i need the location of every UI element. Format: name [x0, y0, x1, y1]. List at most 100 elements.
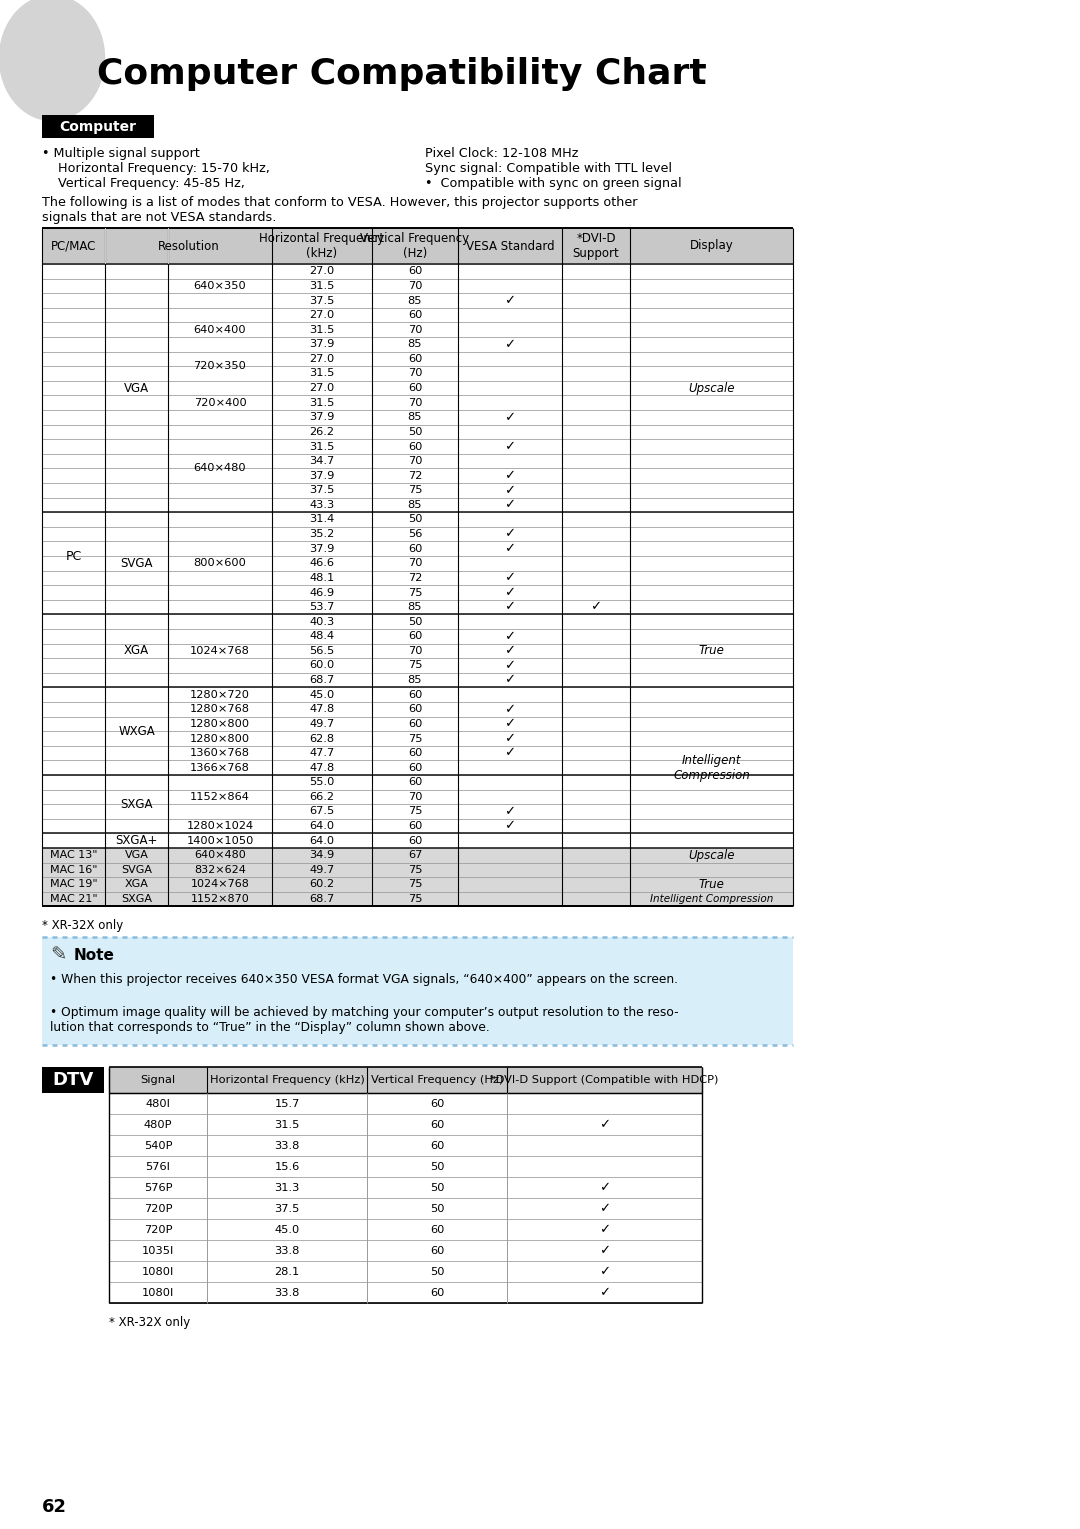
Text: 85: 85 — [408, 339, 422, 349]
Text: 46.6: 46.6 — [310, 558, 335, 569]
Text: 85: 85 — [408, 676, 422, 685]
Text: 75: 75 — [408, 879, 422, 890]
Text: 27.0: 27.0 — [309, 310, 335, 320]
Text: • Optimum image quality will be achieved by matching your computer’s output reso: • Optimum image quality will be achieved… — [50, 1006, 678, 1035]
Text: 1024×768: 1024×768 — [190, 879, 249, 890]
Text: 60: 60 — [408, 266, 422, 277]
Text: 75: 75 — [408, 865, 422, 875]
Text: 75: 75 — [408, 894, 422, 904]
Text: 1280×768: 1280×768 — [190, 705, 249, 714]
Text: 70: 70 — [408, 456, 422, 466]
Text: 1400×1050: 1400×1050 — [187, 836, 254, 846]
Text: 720P: 720P — [144, 1203, 172, 1214]
Text: 60: 60 — [408, 442, 422, 451]
Text: 49.7: 49.7 — [309, 719, 335, 729]
Text: 1152×870: 1152×870 — [191, 894, 249, 904]
Text: ✓: ✓ — [599, 1286, 610, 1300]
Text: 47.7: 47.7 — [309, 748, 335, 758]
FancyBboxPatch shape — [42, 862, 793, 878]
Text: 15.6: 15.6 — [274, 1162, 299, 1171]
Text: ✓: ✓ — [504, 703, 515, 716]
Text: 85: 85 — [408, 602, 422, 612]
Text: ✓: ✓ — [504, 820, 515, 833]
Text: 26.2: 26.2 — [310, 427, 335, 437]
Text: 67: 67 — [408, 850, 422, 861]
FancyBboxPatch shape — [109, 1067, 702, 1093]
Text: ✓: ✓ — [599, 1245, 610, 1257]
Text: 37.9: 37.9 — [309, 413, 335, 422]
Text: 75: 75 — [408, 734, 422, 743]
Text: 31.3: 31.3 — [274, 1183, 299, 1193]
Text: SVGA: SVGA — [121, 865, 152, 875]
Text: Intelligent Compression: Intelligent Compression — [650, 894, 773, 904]
Text: ✓: ✓ — [504, 498, 515, 511]
Text: 33.8: 33.8 — [274, 1246, 299, 1255]
Text: ✓: ✓ — [504, 630, 515, 642]
Text: ✓: ✓ — [504, 294, 515, 307]
Text: 70: 70 — [408, 792, 422, 801]
Text: Pixel Clock: 12-108 MHz: Pixel Clock: 12-108 MHz — [426, 147, 579, 161]
Text: 75: 75 — [408, 587, 422, 598]
Text: 31.5: 31.5 — [309, 324, 335, 335]
FancyBboxPatch shape — [42, 1067, 104, 1093]
Text: 60: 60 — [408, 690, 422, 700]
Text: 50: 50 — [430, 1183, 444, 1193]
Text: •  Compatible with sync on green signal: • Compatible with sync on green signal — [426, 177, 681, 190]
Text: 60.0: 60.0 — [309, 661, 335, 671]
Text: Vertical Frequency
(Hz): Vertical Frequency (Hz) — [361, 232, 470, 260]
Text: 47.8: 47.8 — [309, 705, 335, 714]
Text: 56.5: 56.5 — [309, 645, 335, 656]
Text: 49.7: 49.7 — [309, 865, 335, 875]
Text: 70: 70 — [408, 324, 422, 335]
Text: 720P: 720P — [144, 1225, 172, 1235]
Text: Horizontal Frequency
(kHz): Horizontal Frequency (kHz) — [259, 232, 384, 260]
Text: 75: 75 — [408, 806, 422, 816]
Text: 50: 50 — [408, 616, 422, 627]
Ellipse shape — [0, 0, 105, 121]
Text: ✓: ✓ — [504, 674, 515, 687]
Text: ✓: ✓ — [504, 469, 515, 482]
Text: VGA: VGA — [124, 850, 148, 861]
Text: 60.2: 60.2 — [310, 879, 335, 890]
Text: Vertical Frequency: 45-85 Hz,: Vertical Frequency: 45-85 Hz, — [42, 177, 245, 190]
Text: • When this projector receives 640×350 VESA format VGA signals, “640×400” appear: • When this projector receives 640×350 V… — [50, 974, 678, 986]
Text: ✓: ✓ — [599, 1118, 610, 1131]
Text: 27.0: 27.0 — [309, 353, 335, 364]
Text: 64.0: 64.0 — [310, 821, 335, 832]
Text: 1280×1024: 1280×1024 — [187, 821, 254, 832]
FancyBboxPatch shape — [42, 228, 793, 265]
Text: ✓: ✓ — [504, 746, 515, 760]
Text: 37.9: 37.9 — [309, 544, 335, 553]
Text: Intelligent
Compression: Intelligent Compression — [673, 754, 750, 781]
FancyBboxPatch shape — [42, 937, 793, 1046]
Text: 832×624: 832×624 — [194, 865, 246, 875]
Text: MAC 13": MAC 13" — [50, 850, 97, 861]
Text: 53.7: 53.7 — [309, 602, 335, 612]
Text: 50: 50 — [408, 427, 422, 437]
Text: ✓: ✓ — [504, 644, 515, 657]
Text: 31.4: 31.4 — [309, 514, 335, 524]
Text: 75: 75 — [408, 485, 422, 495]
Text: 60: 60 — [430, 1119, 444, 1130]
Text: *DVI-D
Support: *DVI-D Support — [572, 232, 619, 260]
Text: Signal: Signal — [140, 1075, 176, 1086]
Text: 70: 70 — [408, 368, 422, 379]
Text: 720×400: 720×400 — [193, 398, 246, 408]
Text: 43.3: 43.3 — [309, 500, 335, 509]
Text: SXGA+: SXGA+ — [116, 835, 158, 847]
Text: ✓: ✓ — [504, 659, 515, 673]
Text: 33.8: 33.8 — [274, 1141, 299, 1151]
Text: 34.7: 34.7 — [309, 456, 335, 466]
Text: 60: 60 — [408, 384, 422, 393]
Text: 480P: 480P — [144, 1119, 172, 1130]
Text: 62.8: 62.8 — [310, 734, 335, 743]
Text: ✓: ✓ — [599, 1266, 610, 1278]
Text: 1035I: 1035I — [141, 1246, 174, 1255]
Text: 68.7: 68.7 — [309, 676, 335, 685]
Text: MAC 16": MAC 16" — [50, 865, 97, 875]
Text: PC/MAC: PC/MAC — [51, 240, 96, 252]
Text: MAC 19": MAC 19" — [50, 879, 97, 890]
Text: ✓: ✓ — [504, 804, 515, 818]
Text: 37.9: 37.9 — [309, 339, 335, 349]
Text: ✓: ✓ — [504, 717, 515, 731]
